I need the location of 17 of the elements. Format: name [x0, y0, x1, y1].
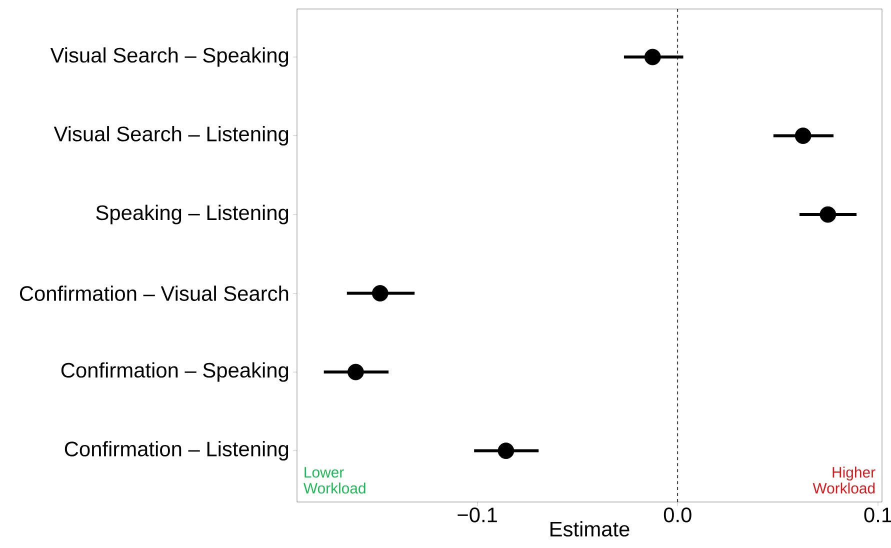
- point: [372, 285, 388, 302]
- y-tick-label: Visual Search – Listening: [54, 126, 288, 146]
- point: [348, 364, 364, 380]
- y-tick-label: Speaking – Listening: [96, 204, 288, 224]
- y-tick-label: Confirmation – Listening: [64, 441, 288, 461]
- x-tick-label: 0.0: [664, 508, 692, 522]
- point: [794, 128, 812, 144]
- x-tick-label: −0.1: [458, 508, 497, 522]
- point: [644, 48, 661, 66]
- annotation: Lower Workload: [304, 467, 366, 494]
- y-tick-label: Visual Search – Speaking: [50, 47, 288, 67]
- annotation: Higher Workload: [812, 466, 876, 494]
- point: [820, 206, 836, 223]
- x-axis-title: Estimate: [550, 521, 630, 537]
- point: [498, 442, 514, 460]
- y-tick-label: Confirmation – Speaking: [61, 362, 288, 382]
- y-tick-label: Confirmation – Visual Search: [20, 286, 288, 301]
